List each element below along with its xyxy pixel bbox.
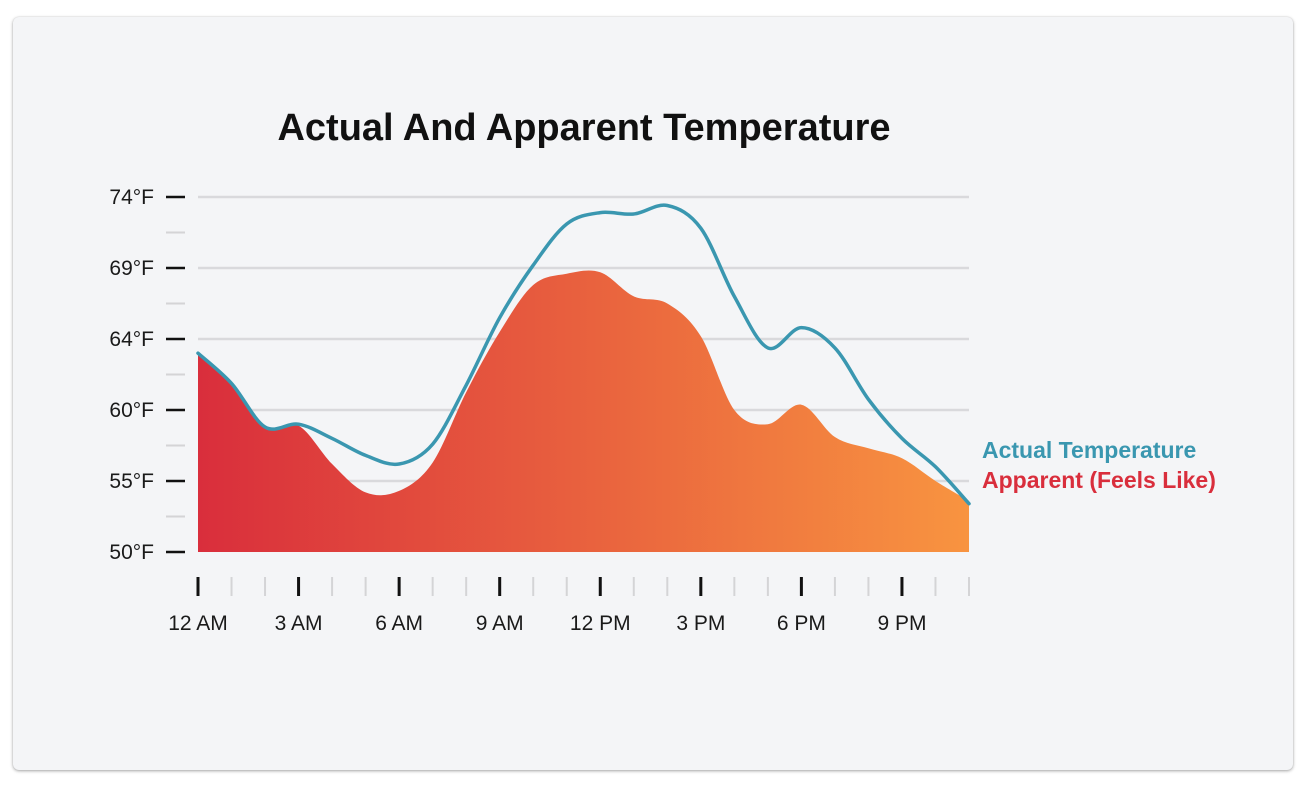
x-tick-label: 3 AM	[275, 612, 323, 635]
legend-apparent-feels-like: Apparent (Feels Like)	[982, 467, 1216, 493]
x-tick-label: 9 AM	[476, 612, 524, 635]
series-layer	[196, 203, 971, 552]
y-tick-label: 60°F	[109, 399, 154, 422]
legend-actual-temperature: Actual Temperature	[982, 437, 1196, 463]
x-tick-label: 6 PM	[777, 612, 826, 635]
x-tick-label: 12 AM	[168, 612, 228, 635]
legend: Actual Temperature Apparent (Feels Like)	[982, 437, 1216, 493]
chart-title: Actual And Apparent Temperature	[277, 107, 890, 149]
x-axis: 12 AM 3 AM 6 AM 9 AM 12 PM 3 PM 6 PM 9 PM	[168, 577, 970, 635]
x-tick-label: 6 AM	[375, 612, 423, 635]
actual-temperature-line	[196, 203, 971, 506]
y-tick-label: 55°F	[109, 470, 154, 493]
x-tick-label: 9 PM	[877, 612, 926, 635]
apparent-area	[198, 270, 969, 552]
x-tick-label: 12 PM	[570, 612, 631, 635]
y-tick-label: 64°F	[109, 328, 154, 351]
x-tick-label: 3 PM	[676, 612, 725, 635]
y-axis: 50°F 55°F 60°F 64°F 69°F 74°F	[109, 186, 185, 564]
y-tick-label: 74°F	[109, 186, 154, 209]
y-tick-label: 50°F	[109, 541, 154, 564]
y-tick-label: 69°F	[109, 257, 154, 280]
